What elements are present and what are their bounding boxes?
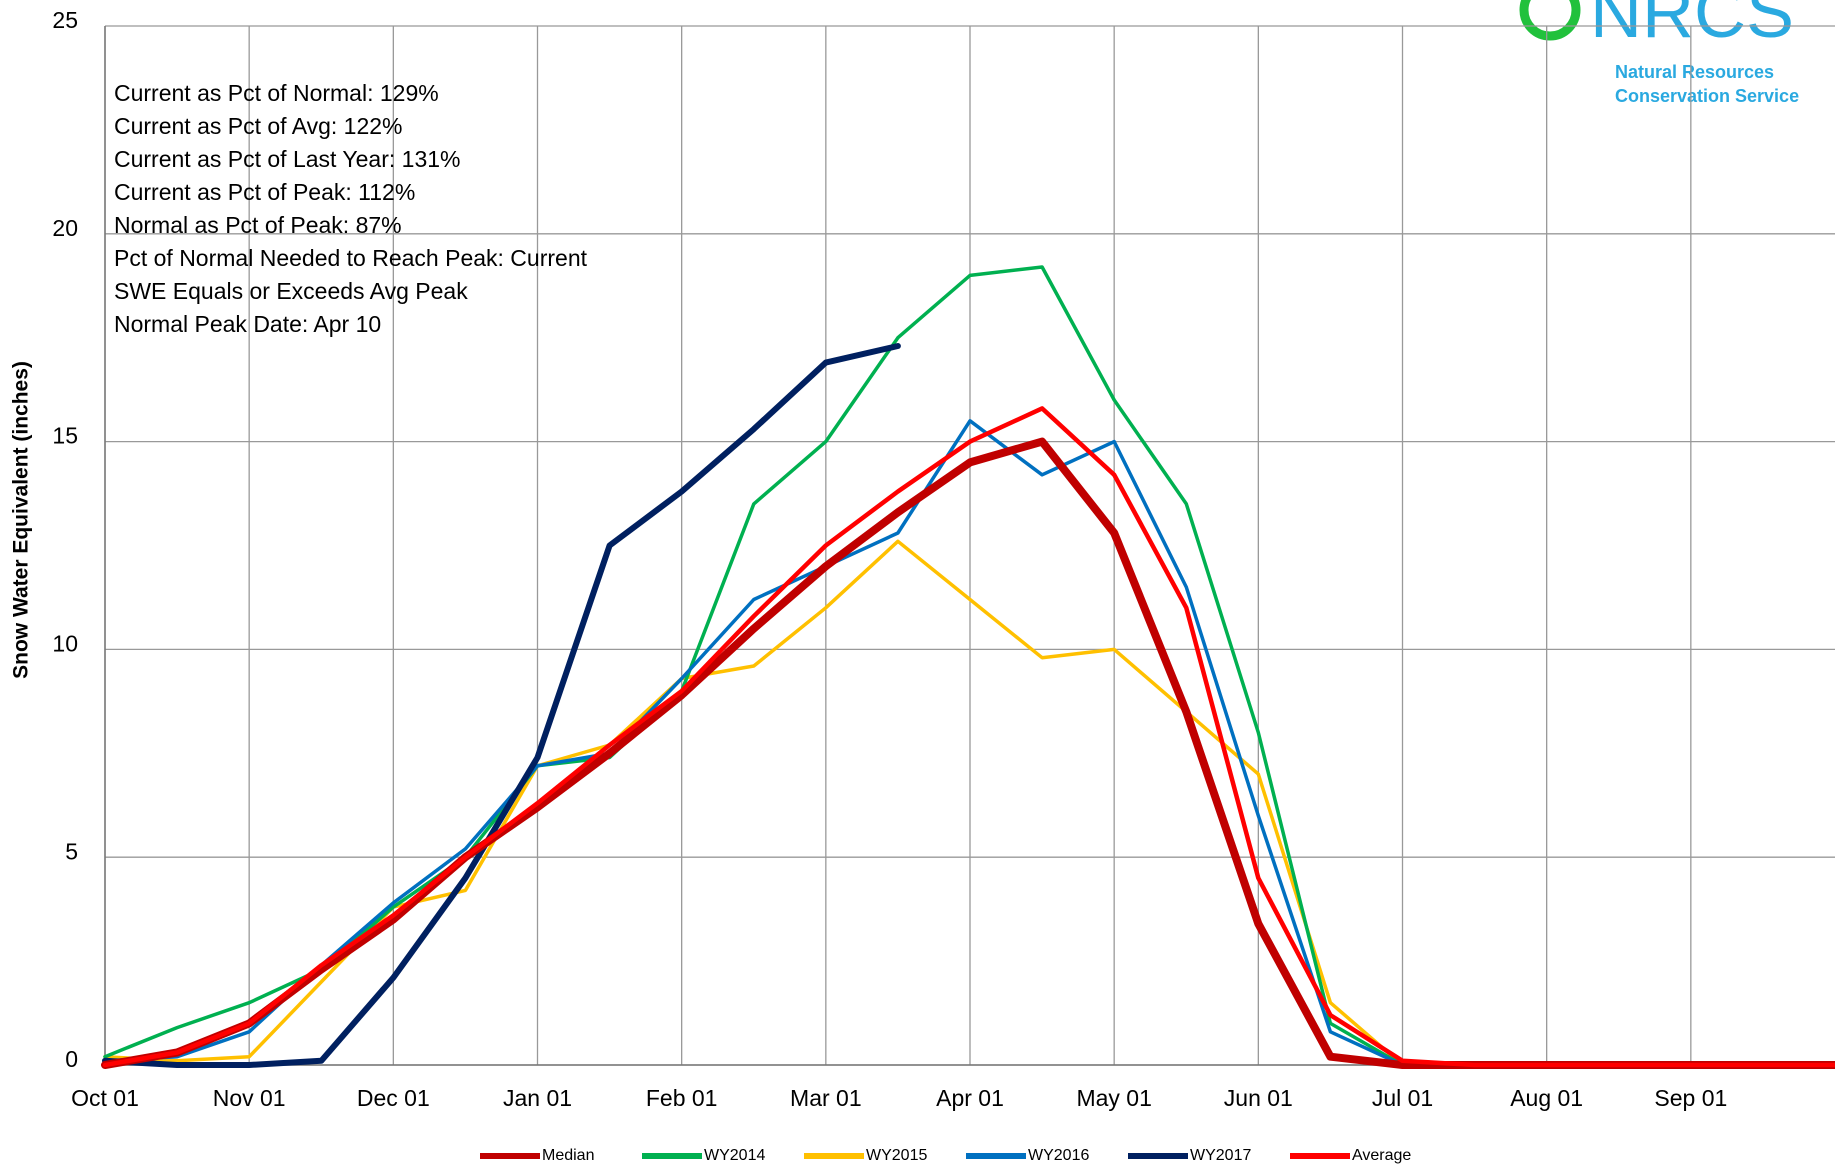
- legend-label: WY2016: [1028, 1147, 1089, 1164]
- x-tick-label: Nov 01: [213, 1085, 286, 1111]
- x-tick-label: Jul 01: [1372, 1085, 1433, 1111]
- x-tick-label: Jun 01: [1224, 1085, 1293, 1111]
- y-tick-label: 20: [52, 215, 78, 241]
- data-line: [102, 343, 901, 1068]
- x-tick-label: Jan 01: [503, 1085, 572, 1111]
- legend-label: WY2015: [866, 1147, 927, 1164]
- annotation: Current as Pct of Last Year: 131%: [114, 146, 460, 172]
- legend-label: Average: [1352, 1147, 1411, 1164]
- y-axis-label: Snow Water Equivalent (inches): [10, 361, 33, 679]
- x-tick-label: Aug 01: [1510, 1085, 1583, 1111]
- y-tick-label: 15: [52, 423, 78, 449]
- grid: [104, 25, 1835, 1066]
- annotation: Normal Peak Date: Apr 10: [114, 311, 381, 337]
- x-tick-label: Mar 01: [790, 1085, 862, 1111]
- logo-subtitle: Natural Resources: [1615, 62, 1774, 82]
- annotation: Current as Pct of Normal: 129%: [114, 80, 439, 106]
- logo-ring: [1519, 0, 1581, 41]
- x-tick-label: May 01: [1076, 1085, 1151, 1111]
- legend-label: Median: [542, 1147, 594, 1164]
- legend-label: WY2014: [704, 1147, 765, 1164]
- x-tick-label: Dec 01: [357, 1085, 430, 1111]
- x-tick-label: Feb 01: [646, 1085, 718, 1111]
- y-tick-label: 10: [52, 630, 78, 656]
- annotation: Current as Pct of Avg: 122%: [114, 113, 403, 139]
- x-tick-label: Oct 01: [71, 1085, 139, 1111]
- x-tick-label: Sep 01: [1654, 1085, 1727, 1111]
- y-tick-label: 5: [65, 838, 78, 864]
- x-tick-label: Apr 01: [936, 1085, 1004, 1111]
- logo: NRCS Natural Resources Conservation Serv…: [1519, 0, 1799, 106]
- annotation: SWE Equals or Exceeds Avg Peak: [114, 278, 468, 304]
- y-tick-label: 0: [65, 1046, 78, 1072]
- y-tick-label: 25: [52, 7, 78, 33]
- annotation: Current as Pct of Peak: 112%: [114, 179, 415, 205]
- annotation: Pct of Normal Needed to Reach Peak: Curr…: [114, 245, 588, 271]
- legend-label: WY2017: [1190, 1147, 1251, 1164]
- logo-subtitle: Conservation Service: [1615, 86, 1799, 106]
- data-line: [102, 406, 1835, 1068]
- annotation: Normal as Pct of Peak: 87%: [114, 212, 402, 238]
